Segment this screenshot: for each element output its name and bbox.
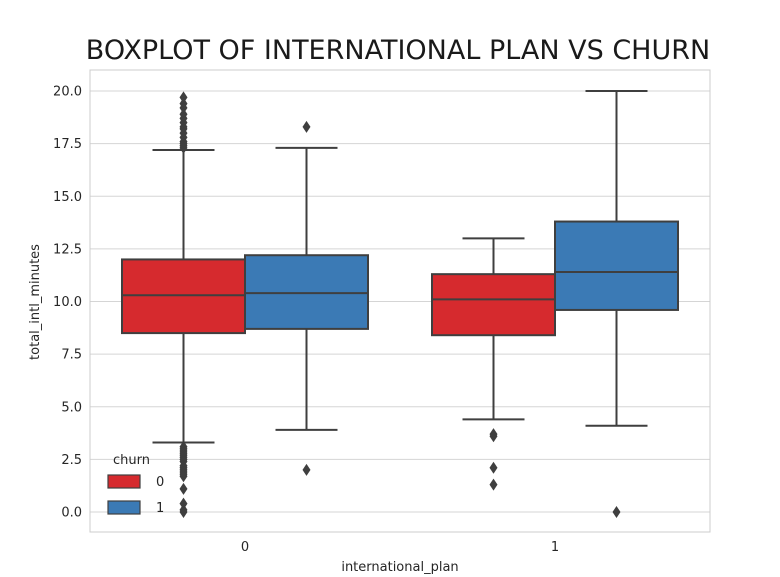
outlier-point-0 [302,120,311,133]
box-series [121,90,679,519]
y-tick-label-6: 15.0 [53,190,82,205]
box-iqr [121,258,246,335]
y-tick-label-4: 10.0 [53,295,82,310]
x-axis-label: international_plan [341,560,458,575]
gridlines [90,90,710,513]
y-tick-label-3: 7.5 [61,348,82,363]
box-group-series-1-cat-0 [244,120,369,476]
legend-swatch-1 [107,500,141,515]
y-axis-label: total_intl_minutes [28,244,43,360]
outlier-point-2 [179,101,188,114]
box-group-series-1-cat-1 [554,90,679,519]
legend-label-0: 0 [156,475,164,490]
x-tick-label-0: 0 [241,540,249,555]
outlier-point-3 [489,478,498,491]
chart-title: BOXPLOT OF INTERNATIONAL PLAN VS CHURN [86,35,710,66]
y-tick-label-1: 2.5 [61,453,82,468]
box-iqr [244,254,369,330]
y-tick-label-5: 12.5 [53,242,82,257]
box-group-series-0-cat-0 [121,91,246,519]
outlier-point-1 [302,463,311,476]
outlier-point-13 [179,141,188,154]
box-iqr [554,220,679,311]
legend-swatch-0 [107,474,141,489]
y-tick-labels: 0.0 2.5 5.0 7.5 10.0 12.5 15.0 17.5 20.0 [53,85,82,521]
box-iqr [431,273,556,337]
outlier-point-2 [489,461,498,474]
outlier-point-27 [179,470,188,483]
x-tick-label-1: 1 [551,540,559,555]
box-group-series-0-cat-1 [431,237,556,491]
plot-frame [89,69,711,533]
legend-title: churn [113,453,150,468]
outlier-point-28 [179,482,188,495]
outlier-point-0 [612,506,621,519]
y-tick-label-2: 5.0 [61,400,82,415]
y-tick-label-7: 17.5 [53,137,82,152]
outlier-point-31 [179,506,188,519]
outlier-point-0 [179,91,188,104]
outlier-point-1 [489,430,498,443]
y-tick-label-8: 20.0 [53,85,82,100]
legend: churn 0 1 [107,453,164,516]
y-tick-label-0: 0.0 [61,506,82,521]
legend-label-1: 1 [156,501,164,516]
outlier-point-29 [179,497,188,510]
